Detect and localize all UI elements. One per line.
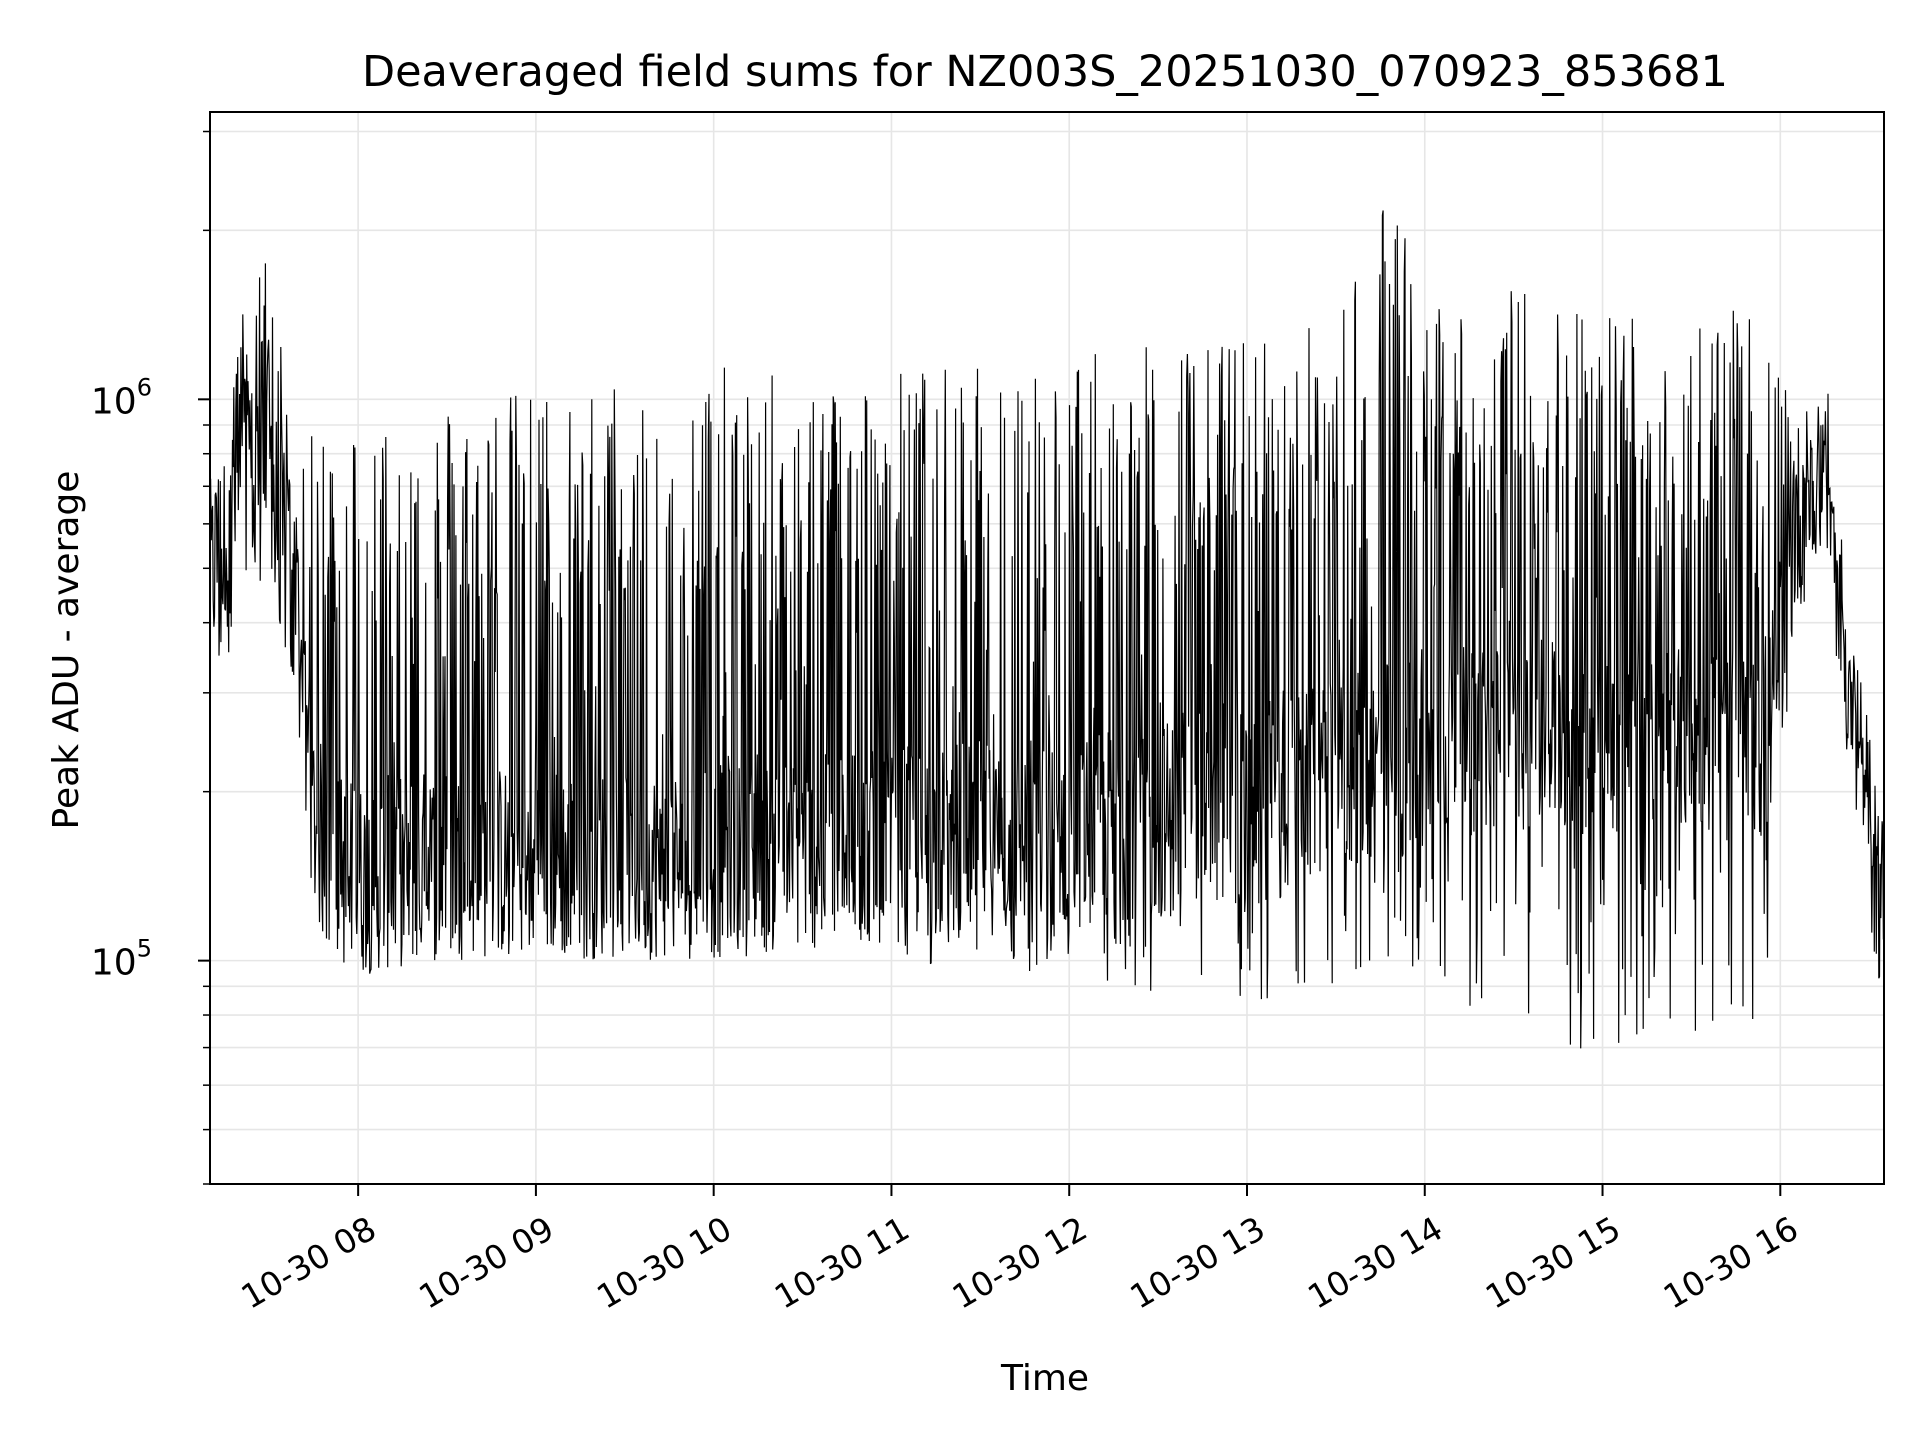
- y-tick-exponent: 6: [137, 373, 152, 401]
- x-axis-label: Time: [1000, 1358, 1089, 1399]
- plot-frame: [209, 111, 1885, 1185]
- chart-title: Deaveraged field sums for NZ003S_2025103…: [362, 47, 1728, 97]
- plot-area: 10-30 08 10-30 09 10-30 10 10-30 11 10-30 12…: [91, 111, 1885, 1317]
- y-tick-exponent: 5: [137, 935, 152, 963]
- y-axis-label: Peak ADU - average: [46, 471, 87, 830]
- series-line: [209, 210, 1885, 1049]
